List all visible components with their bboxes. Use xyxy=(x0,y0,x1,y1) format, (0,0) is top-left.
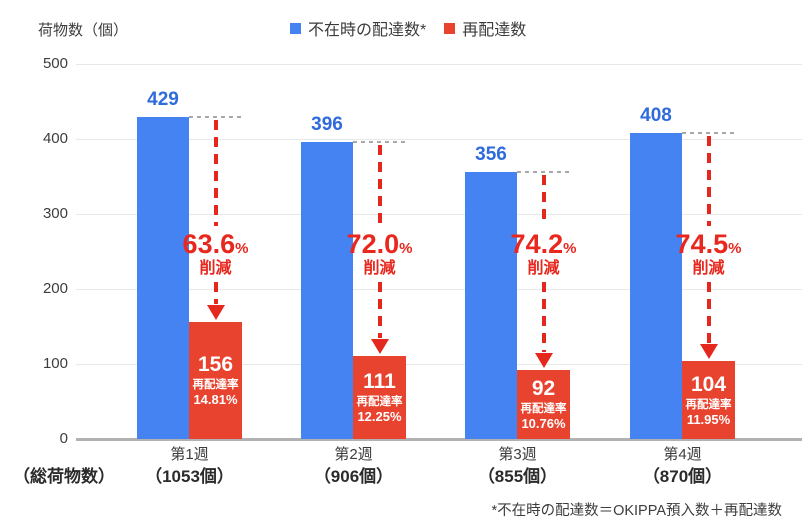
legend-swatch-icon xyxy=(444,22,456,34)
reduction-arrowhead-icon xyxy=(206,305,225,320)
percent-symbol: % xyxy=(235,240,249,257)
percent-symbol: % xyxy=(399,240,413,257)
x-category-label: 第1週 xyxy=(170,446,209,463)
redelivery-value: 104 xyxy=(690,372,727,396)
reduction-percent-label: 74.2% 削減 xyxy=(479,229,609,278)
redelivery-rate-value: 11.95% xyxy=(686,411,731,427)
bar-redelivery: 104 再配達率 11.95% xyxy=(682,361,735,439)
reduction-arrow-line xyxy=(541,282,546,352)
x-total-label: （906個） xyxy=(313,467,394,486)
grid-line xyxy=(76,139,802,140)
bar-value-label: 408 xyxy=(640,105,672,126)
y-tick-label: 300 xyxy=(42,205,68,222)
x-total-label: （855個） xyxy=(477,467,558,486)
y-tick-label: 400 xyxy=(42,130,68,147)
reduction-arrow-line xyxy=(213,282,218,304)
reduction-percent-label: 63.6% 削減 xyxy=(151,229,281,278)
reduction-arrow-line xyxy=(541,175,546,226)
reduction-percent-value: 63.6 xyxy=(182,229,236,259)
y-tick-label: 100 xyxy=(42,355,68,372)
legend-item: 不在時の配達数* xyxy=(290,16,426,40)
x-category-label: 第4週 xyxy=(663,446,702,463)
top-dashed-line xyxy=(682,132,737,134)
x-axis-line xyxy=(76,438,802,441)
redelivery-rate-word: 再配達率 xyxy=(192,379,239,391)
y-tick-label: 500 xyxy=(42,55,68,72)
x-total-label: （1053個） xyxy=(145,467,234,486)
bar-redelivery: 92 再配達率 10.76% xyxy=(517,370,570,439)
redelivery-rate-word: 再配達率 xyxy=(685,398,732,411)
reduction-arrow-line xyxy=(706,136,711,226)
reduction-percent-label: 74.5% 削減 xyxy=(644,229,774,278)
redelivery-rate-word: 再配達率 xyxy=(356,396,403,408)
reduction-arrow-line xyxy=(213,120,218,226)
bar-absent-delivery xyxy=(465,172,517,439)
top-dashed-line xyxy=(189,116,244,118)
legend: 不在時の配達数* 再配達数 xyxy=(290,16,526,40)
legend-swatch-icon xyxy=(290,22,301,34)
y-tick-label: 0 xyxy=(59,430,68,447)
reduction-percent-value: 72.0 xyxy=(346,229,400,259)
reduction-arrowhead-icon xyxy=(699,344,718,359)
reduction-arrow-line xyxy=(377,145,382,226)
top-dashed-line xyxy=(353,141,408,143)
grid-line xyxy=(76,64,802,65)
bar-absent-delivery xyxy=(301,142,353,439)
grid-line xyxy=(76,214,802,215)
reduction-percent-value: 74.2 xyxy=(510,229,564,259)
bar-value-label: 429 xyxy=(147,89,179,110)
y-tick-label: 200 xyxy=(42,280,68,297)
bar-value-label: 356 xyxy=(475,144,507,165)
reduction-arrow-line xyxy=(377,282,382,338)
reduction-word: 削減 xyxy=(363,260,396,277)
bar-absent-delivery xyxy=(630,133,682,439)
redelivery-value: 111 xyxy=(363,370,396,393)
redelivery-rate-value: 14.81% xyxy=(193,392,238,407)
redelivery-rate-value: 12.25% xyxy=(357,409,402,424)
bar-redelivery: 156 再配達率 14.81% xyxy=(189,322,242,439)
redelivery-value: 156 xyxy=(197,353,234,376)
percent-symbol: % xyxy=(563,240,577,257)
grid-line xyxy=(76,364,802,365)
bar-redelivery: 111 再配達率 12.25% xyxy=(353,356,406,439)
legend-item: 再配達数 xyxy=(444,16,526,40)
redelivery-rate-value: 10.76% xyxy=(521,416,566,431)
x-total-label: （870個） xyxy=(642,467,723,486)
x-category-label: 第3週 xyxy=(498,446,537,463)
bar-absent-delivery xyxy=(137,117,189,439)
redelivery-rate-word: 再配達率 xyxy=(520,403,567,415)
percent-symbol: % xyxy=(728,240,742,257)
reduction-percent-value: 74.5 xyxy=(675,229,729,259)
footnote: *不在時の配達数＝OKIPPA預入数＋再配達数 xyxy=(491,503,782,519)
reduction-word: 削減 xyxy=(692,260,725,277)
reduction-word: 削減 xyxy=(199,260,232,277)
bar-value-label: 396 xyxy=(311,114,343,135)
reduction-word: 削減 xyxy=(527,260,560,277)
x-category-label: 第2週 xyxy=(334,446,373,463)
grid-line xyxy=(76,289,802,290)
reduction-arrowhead-icon xyxy=(534,353,553,368)
reduction-arrow-line xyxy=(706,282,711,343)
reduction-percent-label: 72.0% 削減 xyxy=(315,229,445,278)
top-dashed-line xyxy=(517,171,572,173)
x-axis-total-label: （総荷物数） xyxy=(13,467,115,486)
legend-label: 再配達数 xyxy=(462,22,527,39)
y-axis-title: 荷物数（個） xyxy=(38,22,129,39)
reduction-arrowhead-icon xyxy=(370,339,389,354)
legend-label: 不在時の配達数* xyxy=(308,22,427,39)
redelivery-value: 92 xyxy=(531,377,556,400)
